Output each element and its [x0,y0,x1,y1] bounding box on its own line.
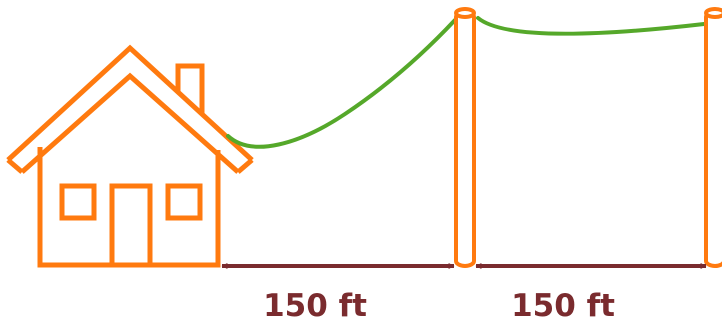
house-door [109,183,153,265]
wire-span-house-to-pole [226,18,457,149]
house-icon [6,44,254,268]
house-walls [37,147,221,268]
utility-pole-1 [454,7,476,268]
pole-2-top [704,7,722,19]
house-window-right [165,183,203,221]
dimension-label-2: 150 ft [511,288,615,322]
dimension-label-1: 150 ft [263,288,367,322]
house-window-left [59,183,97,221]
house-chimney [175,63,205,114]
wire-span-pole-to-pole [476,16,706,36]
pole-2-body [704,10,722,268]
house-roof-outer [6,44,254,162]
power-wire [226,16,706,149]
pole-1-top [454,7,476,19]
house-roof-inner [20,72,240,174]
utility-pole-2 [704,7,722,268]
house-roof-end-left [6,158,24,174]
house-roof-end-right [236,158,254,174]
pole-1-body [454,10,476,268]
